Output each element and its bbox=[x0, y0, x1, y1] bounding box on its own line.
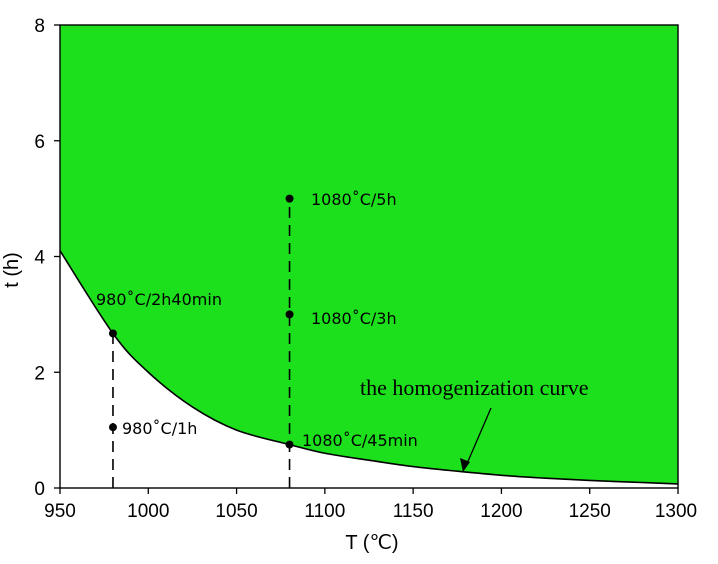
x-tick-label: 1300 bbox=[655, 501, 697, 522]
x-tick-label: 950 bbox=[44, 501, 76, 522]
x-tick-label: 1250 bbox=[569, 501, 611, 522]
x-tick-label: 1050 bbox=[215, 501, 257, 522]
homogenized-region-fill bbox=[60, 25, 678, 484]
y-axis-label: t (h) bbox=[1, 252, 23, 288]
y-tick-label: 0 bbox=[34, 479, 45, 500]
homogenization-curve bbox=[59, 250, 679, 485]
data-points bbox=[108, 194, 294, 449]
data-point-3 bbox=[285, 310, 294, 319]
x-tick-label: 1200 bbox=[480, 501, 522, 522]
x-tick-label: 1100 bbox=[304, 501, 345, 522]
annotation-980-1h: 980˚C/1h bbox=[122, 419, 197, 438]
y-tick-label: 8 bbox=[34, 16, 45, 37]
data-point-1 bbox=[108, 423, 117, 432]
plot-frame bbox=[59, 24, 679, 489]
annotation-1080-5h: 1080˚C/5h bbox=[311, 190, 397, 209]
annotation-1080-45min: 1080˚C/45min bbox=[302, 431, 418, 450]
x-tick-label: 1150 bbox=[393, 501, 434, 522]
curve-label-arrow bbox=[465, 407, 492, 467]
dashed-guide-lines bbox=[112, 198, 291, 488]
data-point-4 bbox=[285, 440, 294, 449]
curve-label-arrow-head bbox=[460, 458, 470, 472]
y-tick-label: 6 bbox=[34, 132, 45, 153]
y-tick-label: 2 bbox=[34, 363, 45, 384]
x-axis-ticks: 950 1000 1050 1100 1150 1200 1250 1300 bbox=[44, 488, 697, 522]
annotation-1080-3h: 1080˚C/3h bbox=[311, 309, 397, 328]
data-point-0 bbox=[108, 329, 117, 338]
annotation-980-2h40min: 980˚C/2h40min bbox=[96, 290, 222, 309]
x-axis-label: T (℃) bbox=[345, 532, 398, 554]
y-tick-label: 4 bbox=[34, 248, 45, 269]
curve-label: the homogenization curve bbox=[360, 375, 588, 400]
x-tick-label: 1000 bbox=[127, 501, 169, 522]
data-point-2 bbox=[285, 194, 294, 203]
y-axis-ticks: 0 2 4 6 8 bbox=[34, 16, 60, 500]
